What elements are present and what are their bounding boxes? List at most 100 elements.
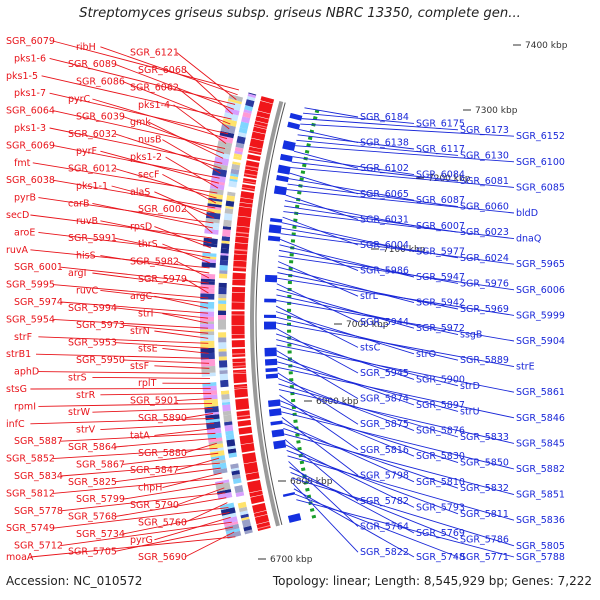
left-label-leader xyxy=(114,237,211,259)
right-label-leader xyxy=(275,316,459,361)
middle-feature-segment xyxy=(226,439,236,447)
right-label-leader xyxy=(279,244,415,278)
forward-cds-arrow xyxy=(252,502,267,514)
right-gene-label: SGR_5965 xyxy=(516,259,565,270)
left-label-leader xyxy=(52,318,209,329)
left-label-leader xyxy=(60,492,226,512)
forward-cds-arrow xyxy=(243,169,258,179)
left-label-leader xyxy=(184,69,233,115)
forward-cds-arrow xyxy=(251,131,266,141)
left-label-leader xyxy=(52,40,240,91)
right-gene-label: SGR_6173 xyxy=(460,125,509,136)
left-label-leader xyxy=(114,526,234,552)
forward-cds-arrow xyxy=(249,490,263,498)
middle-feature-segment xyxy=(223,219,232,227)
middle-feature-segment xyxy=(225,430,234,436)
left-label-leader xyxy=(114,168,217,199)
gc-skew-tick xyxy=(304,149,310,154)
right-gene-label: strE xyxy=(516,362,535,373)
left-label-leader xyxy=(111,185,215,214)
right-gene-label: ssgB xyxy=(460,330,482,341)
left-label-leader xyxy=(60,301,209,314)
left-gene-label: secF xyxy=(138,169,159,180)
left-gene-label: ruvC xyxy=(76,285,99,296)
forward-cds-arrow xyxy=(239,434,254,445)
left-label-leader xyxy=(114,497,227,518)
left-label-leader xyxy=(176,261,210,279)
left-gene-label: strS xyxy=(68,372,87,383)
middle-feature-segment xyxy=(238,506,248,513)
forward-cds-arrow xyxy=(257,100,273,114)
right-gene-label: SGR_6023 xyxy=(460,227,509,238)
right-gene-label: SGR_6065 xyxy=(360,189,409,200)
forward-cds-arrow xyxy=(246,154,261,162)
right-label-leader xyxy=(296,139,459,156)
right-gene-label: strD xyxy=(460,381,480,392)
right-label-leader xyxy=(288,178,415,201)
right-gene-label: strL xyxy=(360,291,379,302)
right-label-leader xyxy=(297,134,415,150)
left-gene-label: hisS xyxy=(76,251,96,262)
reverse-cds-arrow xyxy=(287,513,302,523)
left-gene-label: fmt xyxy=(14,158,31,169)
middle-feature-segment xyxy=(241,518,252,528)
left-label-leader xyxy=(100,150,219,184)
forward-cds-arrow xyxy=(240,442,255,453)
left-label-leader xyxy=(162,347,209,354)
right-gene-label: SGR_5833 xyxy=(460,432,509,443)
middle-feature-segment xyxy=(246,95,256,102)
left-label-leader xyxy=(38,336,209,344)
left-gene-label: SGR_5950 xyxy=(76,355,125,366)
left-label-leader xyxy=(154,427,215,436)
right-label-leader xyxy=(301,118,459,131)
left-gene-label: SGR_5749 xyxy=(6,523,55,534)
right-label-leader xyxy=(303,112,415,124)
right-gene-label: SGR_6152 xyxy=(516,131,565,142)
left-gene-label: pks1-6 xyxy=(14,53,46,64)
left-label-leader xyxy=(154,330,209,339)
left-label-leader xyxy=(35,353,209,359)
gc-skew-tick xyxy=(297,446,302,451)
middle-feature-segment xyxy=(237,131,247,138)
right-gene-label: SGR_6087 xyxy=(416,195,465,206)
reverse-cds-arrow xyxy=(282,140,296,152)
left-gene-label: SGR_6038 xyxy=(6,175,55,186)
right-gene-label: bldD xyxy=(516,208,538,219)
gc-skew-tick xyxy=(312,116,318,120)
forward-cds-arrow xyxy=(252,126,267,134)
right-gene-label: SGR_5788 xyxy=(516,552,565,563)
left-gene-label: SGR_5887 xyxy=(14,436,63,447)
forward-cds-arrow xyxy=(234,388,249,398)
left-gene-label: SGR_5847 xyxy=(130,465,179,476)
middle-feature-segment xyxy=(233,155,242,161)
left-label-leader xyxy=(38,371,210,374)
right-gene-label: SGR_6117 xyxy=(416,144,465,155)
right-gene-label: SGR_6085 xyxy=(516,182,565,193)
left-label-leader xyxy=(114,437,217,448)
left-gene-label: argC xyxy=(130,291,153,302)
right-gene-label: SGR_5942 xyxy=(416,298,465,309)
right-label-leader xyxy=(284,205,459,233)
left-gene-label: SGR_5973 xyxy=(76,320,125,331)
left-gene-label: strR xyxy=(76,390,96,401)
outer-feature-segment xyxy=(206,427,222,435)
outer-feature-segment xyxy=(222,118,238,127)
right-label-leader xyxy=(283,427,459,489)
left-label-leader xyxy=(122,452,219,465)
left-label-leader xyxy=(60,432,216,442)
left-label-leader xyxy=(100,46,238,96)
left-gene-label: rplT xyxy=(138,378,157,389)
middle-feature-segment xyxy=(240,513,249,519)
forward-cds-arrow xyxy=(250,494,265,505)
left-label-leader xyxy=(122,115,225,154)
left-gene-label: SGR_5890 xyxy=(138,413,187,424)
right-label-leader xyxy=(279,400,415,457)
right-label-leader xyxy=(287,455,515,521)
outer-feature-segment xyxy=(220,507,236,516)
left-label-leader xyxy=(154,295,209,309)
left-gene-label: pyrF xyxy=(76,146,97,157)
right-label-leader xyxy=(293,150,359,169)
right-gene-label: SGR_5748 xyxy=(416,552,465,563)
left-gene-label: argI xyxy=(68,268,86,279)
